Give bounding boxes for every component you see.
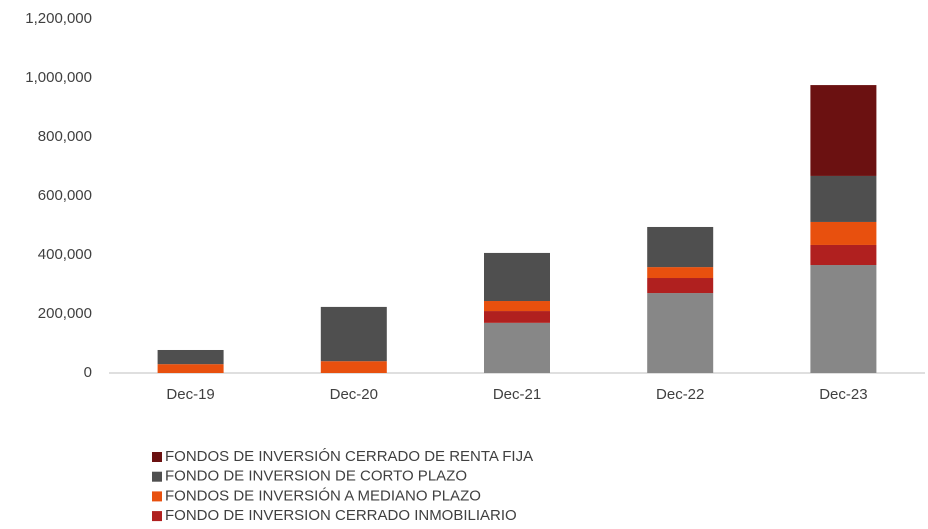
legend-label: FONDO DE INVERSION DE CORTO PLAZO (165, 468, 467, 485)
y-tick-label: 0 (84, 364, 92, 381)
y-tick-label: 800,000 (38, 128, 92, 145)
legend-swatch (152, 491, 162, 502)
x-tick-label: Dec-23 (819, 386, 867, 403)
bar-segment (647, 278, 714, 294)
legend-swatch (152, 452, 162, 462)
legend-swatch (152, 471, 162, 482)
x-tick-label: Dec-19 (166, 386, 214, 403)
bar-segment (810, 221, 877, 245)
bar-segment (157, 364, 224, 373)
bar-segment (484, 301, 550, 312)
bar-segment (320, 361, 387, 373)
legend-label: FONDOS DE INVERSIÓN CERRADO DE RENTA FIJ… (165, 448, 533, 465)
bar-segment (320, 306, 387, 362)
y-tick-label: 600,000 (38, 187, 92, 204)
y-tick-label: 200,000 (38, 305, 92, 322)
bar-segment (647, 226, 714, 268)
y-tick-label: 1,200,000 (25, 10, 92, 27)
bar-segment (810, 85, 877, 176)
legend-swatch (152, 511, 162, 522)
bar-segment (484, 322, 550, 373)
bar-segment (647, 267, 714, 279)
bar-segment (810, 175, 877, 222)
x-tick-label: Dec-20 (330, 386, 378, 403)
x-tick-label: Dec-22 (656, 386, 704, 403)
bar-segment (157, 349, 224, 365)
legend-label: FONDO DE INVERSION CERRADO INMOBILIARIO (165, 507, 517, 524)
y-tick-label: 1,000,000 (25, 69, 92, 86)
bar-segment (810, 265, 877, 373)
bar-segment (484, 252, 550, 302)
x-tick-label: Dec-21 (493, 386, 541, 403)
legend-label: FONDOS DE INVERSIÓN A MEDIANO PLAZO (165, 487, 481, 504)
bar-segment (484, 311, 550, 323)
y-tick-label: 400,000 (38, 246, 92, 263)
bar-segment (647, 293, 714, 373)
bar-segment (810, 244, 877, 266)
